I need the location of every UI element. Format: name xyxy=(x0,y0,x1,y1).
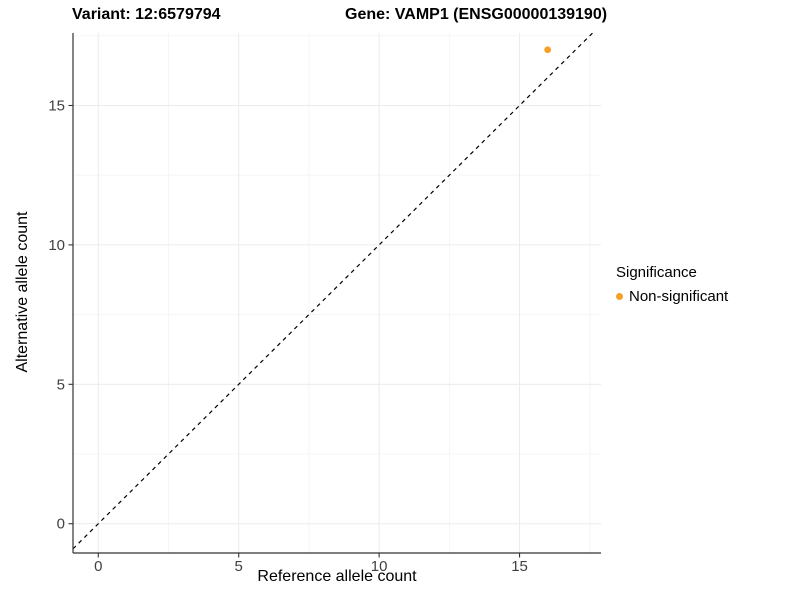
svg-text:0: 0 xyxy=(94,558,102,575)
legend-title: Significance xyxy=(616,264,697,281)
svg-text:5: 5 xyxy=(235,558,243,575)
svg-text:10: 10 xyxy=(48,237,65,254)
legend-item-label: Non-significant xyxy=(629,288,729,305)
plot-title-gene: Gene: VAMP1 (ENSG00000139190) xyxy=(345,6,608,23)
svg-text:10: 10 xyxy=(371,558,388,575)
svg-text:0: 0 xyxy=(57,516,65,533)
legend-item: Non-significant xyxy=(616,288,728,305)
legend-point-icon xyxy=(616,293,623,300)
svg-text:5: 5 xyxy=(57,376,65,393)
svg-text:15: 15 xyxy=(511,558,528,575)
plot-title-variant: Variant: 12:6579794 xyxy=(72,6,221,23)
svg-text:15: 15 xyxy=(48,97,65,114)
y-axis-title: Alternative allele count xyxy=(14,211,31,373)
x-axis-title: Reference allele count xyxy=(257,568,417,585)
legend: Significance Non-significant xyxy=(616,264,728,305)
